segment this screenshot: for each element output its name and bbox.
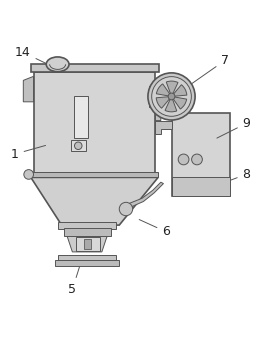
Wedge shape (172, 85, 187, 96)
Bar (58, 255, 116, 260)
Polygon shape (155, 121, 172, 134)
Ellipse shape (46, 57, 69, 72)
Circle shape (24, 170, 34, 179)
Bar (172, 113, 230, 196)
Text: 5: 5 (68, 267, 80, 296)
Polygon shape (34, 72, 155, 174)
Polygon shape (155, 102, 172, 113)
Bar (84, 238, 91, 249)
Circle shape (152, 76, 191, 116)
Circle shape (148, 73, 195, 120)
Bar (31, 64, 159, 72)
Circle shape (119, 202, 133, 216)
Bar (64, 228, 111, 236)
Polygon shape (155, 102, 166, 121)
Circle shape (168, 93, 175, 100)
Wedge shape (156, 84, 172, 96)
Polygon shape (23, 76, 34, 102)
Polygon shape (31, 177, 158, 225)
Text: 8: 8 (228, 168, 251, 181)
Circle shape (178, 154, 189, 165)
Text: 6: 6 (139, 220, 170, 238)
Wedge shape (156, 96, 172, 108)
Polygon shape (172, 177, 230, 196)
Bar (31, 172, 158, 177)
Wedge shape (172, 96, 187, 109)
Circle shape (75, 142, 82, 150)
Text: 9: 9 (217, 117, 251, 138)
Circle shape (192, 154, 202, 165)
Text: 1: 1 (11, 145, 46, 161)
Polygon shape (67, 236, 107, 252)
Text: 14: 14 (15, 46, 54, 67)
Polygon shape (122, 182, 163, 210)
Text: 7: 7 (174, 54, 229, 96)
Polygon shape (149, 86, 155, 107)
Bar (58, 222, 116, 229)
Wedge shape (166, 81, 178, 96)
Bar (76, 237, 100, 250)
Bar (74, 96, 88, 138)
Bar (71, 140, 86, 151)
Bar (55, 260, 119, 266)
Wedge shape (165, 96, 177, 112)
